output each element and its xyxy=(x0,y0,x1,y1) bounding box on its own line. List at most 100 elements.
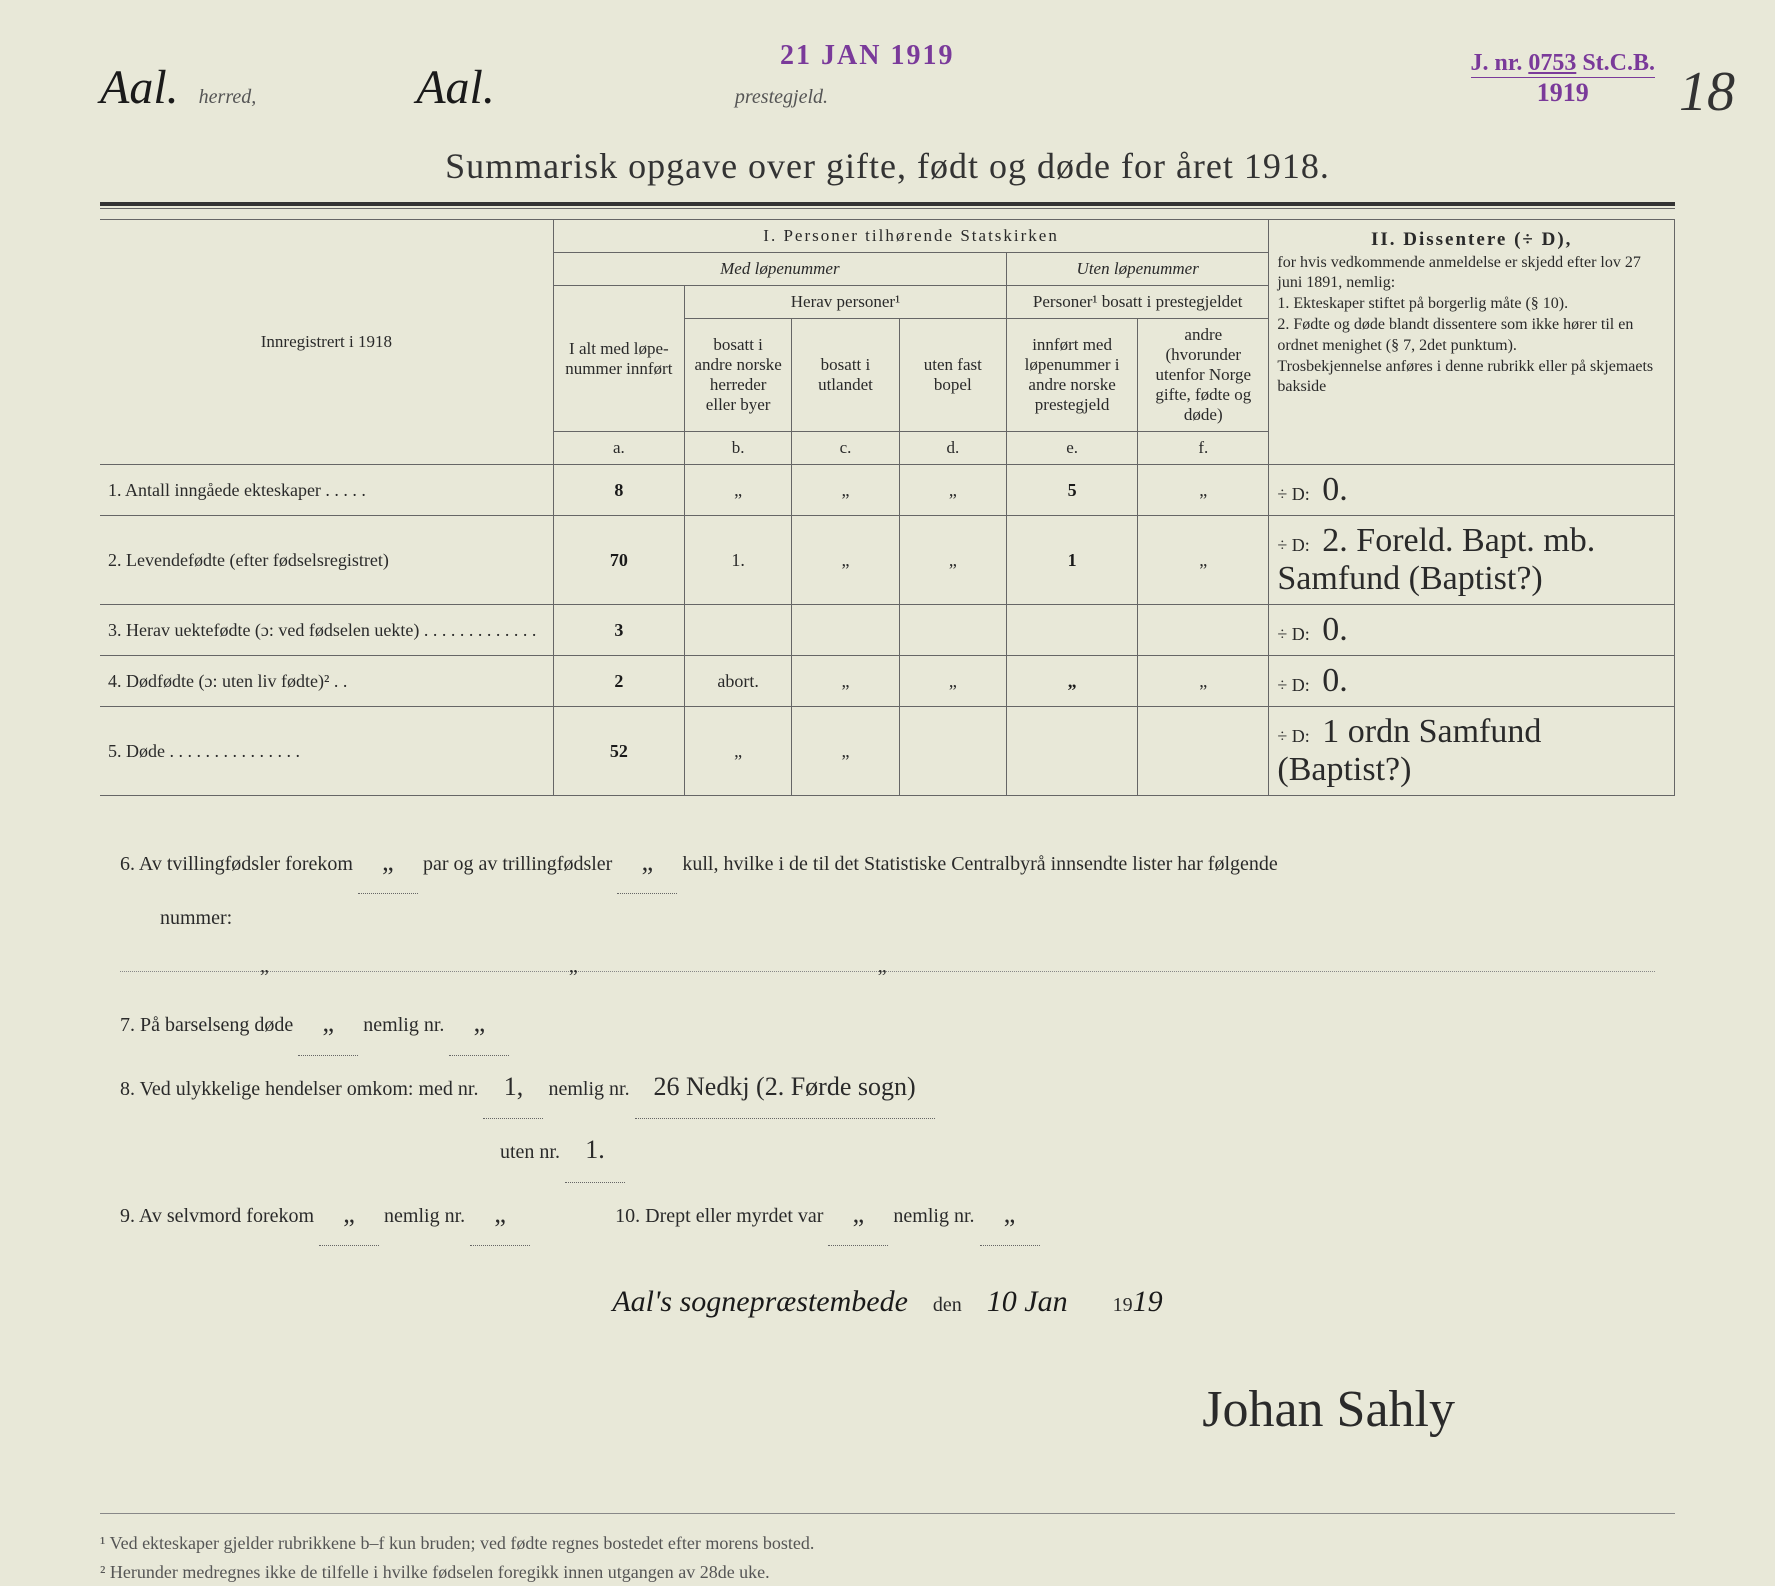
table-row: 4. Dødfødte (ɔ: uten liv fødte)² . .2abo… xyxy=(100,656,1675,707)
line8: 8. Ved ulykkelige hendelser omkom: med n… xyxy=(120,1056,1655,1119)
rule-thick xyxy=(100,202,1675,206)
cell-c: „ xyxy=(792,465,899,516)
cell-d: „ xyxy=(899,465,1006,516)
jnr-label: J. nr. xyxy=(1471,50,1523,76)
date-stamp: 21 JAN 1919 xyxy=(780,40,954,72)
cell-g: ÷ D: 0. xyxy=(1269,656,1675,707)
th-uten: Uten løpenummer xyxy=(1006,253,1268,286)
line6a: 6. Av tvillingfødsler forekom xyxy=(120,853,353,875)
row-label: 1. Antall inngåede ekteskaper . . . . . xyxy=(100,465,553,516)
page-number: 18 xyxy=(1679,60,1735,124)
line6d: nummer: xyxy=(120,894,1655,942)
sub-f: f. xyxy=(1138,432,1269,465)
line7a: 7. På barselseng døde xyxy=(120,1014,293,1036)
table-row: 5. Døde . . . . . . . . . . . . . . .52„… xyxy=(100,707,1675,796)
line8-med: 1, xyxy=(483,1056,543,1119)
cell-f xyxy=(1138,707,1269,796)
main-table: Innregistrert i 1918 I. Personer tilhøre… xyxy=(100,219,1675,796)
th-med: Med løpenummer xyxy=(553,253,1006,286)
line8c: uten nr. xyxy=(500,1141,560,1163)
cell-a: 2 xyxy=(553,656,684,707)
jnr-suffix: St.C.B. xyxy=(1582,50,1655,76)
th-a: I alt med løpe-nummer innført xyxy=(553,286,684,432)
cell-a: 70 xyxy=(553,516,684,605)
cell-c: „ xyxy=(792,516,899,605)
row-label: 3. Herav uektefødte (ɔ: ved fødselen uek… xyxy=(100,605,553,656)
line10-nr: „ xyxy=(980,1183,1040,1246)
signature: Johan Sahly xyxy=(120,1348,1455,1473)
line7b: nemlig nr. xyxy=(363,1014,444,1036)
table-row: 2. Levendefødte (efter fødselsregistret)… xyxy=(100,516,1675,605)
line6c: kull, hvilke i de til det Statistiske Ce… xyxy=(682,853,1277,875)
jnr-value: 0753 xyxy=(1528,50,1576,76)
rule-thin xyxy=(100,208,1675,209)
line6: 6. Av tvillingfødsler forekom „ par og a… xyxy=(120,831,1655,894)
cell-f: „ xyxy=(1138,516,1269,605)
line6-par: „ xyxy=(358,831,418,894)
line8a: 8. Ved ulykkelige hendelser omkom: med n… xyxy=(120,1078,478,1100)
date-year-suffix: 19 xyxy=(1133,1285,1163,1318)
cell-d: „ xyxy=(899,656,1006,707)
th-f: andre (hvorunder utenfor Norge gifte, fø… xyxy=(1138,319,1269,432)
line10a: 10. Drept eller myrdet var xyxy=(615,1205,823,1227)
below-section: 6. Av tvillingfødsler forekom „ par og a… xyxy=(100,831,1675,1473)
line8c-row: uten nr. 1. xyxy=(120,1119,1655,1182)
table-row: 3. Herav uektefødte (ɔ: ved fødselen uek… xyxy=(100,605,1675,656)
table-body: 1. Antall inngåede ekteskaper . . . . .8… xyxy=(100,465,1675,796)
line10b: nemlig nr. xyxy=(893,1205,974,1227)
cell-e xyxy=(1006,707,1137,796)
prestegjeld-value: Aal. xyxy=(416,60,495,115)
herred-label: herred, xyxy=(199,86,257,109)
th-section2: II. Dissentere (÷ D), for hvis vedkommen… xyxy=(1269,220,1675,465)
line9a: 9. Av selvmord forekom xyxy=(120,1205,314,1227)
cell-d xyxy=(899,605,1006,656)
cell-b: „ xyxy=(684,465,791,516)
cell-d xyxy=(899,707,1006,796)
th-c: bosatt i utlandet xyxy=(792,319,899,432)
cell-a: 3 xyxy=(553,605,684,656)
th-d: uten fast bopel xyxy=(899,319,1006,432)
th-e: innført med løpenummer i andre norske pr… xyxy=(1006,319,1137,432)
journal-stamp: J. nr. 0753 St.C.B. 1919 xyxy=(1471,50,1655,108)
line9-val: „ xyxy=(319,1183,379,1246)
page-title: Summarisk opgave over gifte, født og død… xyxy=(100,145,1675,187)
sub-e: e. xyxy=(1006,432,1137,465)
line8b: nemlig nr. xyxy=(548,1078,629,1100)
cell-f xyxy=(1138,605,1269,656)
line7: 7. På barselseng døde „ nemlig nr. „ xyxy=(120,992,1655,1055)
line9-10: 9. Av selvmord forekom „ nemlig nr. „ 10… xyxy=(120,1183,1655,1246)
cell-c: „ xyxy=(792,707,899,796)
cell-b xyxy=(684,605,791,656)
signature-line: Aal's sognepræstembede den 10 Jan 1919 xyxy=(120,1266,1655,1338)
cell-c xyxy=(792,605,899,656)
th-section1: I. Personer tilhørende Statskirken xyxy=(553,220,1269,253)
cell-a: 8 xyxy=(553,465,684,516)
sub-c: c. xyxy=(792,432,899,465)
cell-f: „ xyxy=(1138,656,1269,707)
th-personer: Personer¹ bosatt i prestegjeldet xyxy=(1006,286,1268,319)
header-row: Aal. herred, Aal. 21 JAN 1919 prestegjel… xyxy=(100,60,1675,115)
line6b: par og av trillingfødsler xyxy=(423,853,612,875)
th-herav: Herav personer¹ xyxy=(684,286,1006,319)
line7-val: „ xyxy=(298,992,358,1055)
th-b: bosatt i andre norske herreder eller bye… xyxy=(684,319,791,432)
line9-nr: „ xyxy=(470,1183,530,1246)
sub-d: d. xyxy=(899,432,1006,465)
cell-c: „ xyxy=(792,656,899,707)
th-left: Innregistrert i 1918 xyxy=(100,220,553,465)
line8-uten: 1. xyxy=(565,1119,625,1182)
cell-b: 1. xyxy=(684,516,791,605)
cell-g: ÷ D: 1 ordn Samfund (Baptist?) xyxy=(1269,707,1675,796)
footnotes: ¹ Ved ekteskaper gjelder rubrikkene b–f … xyxy=(100,1513,1675,1586)
table-row: 1. Antall inngåede ekteskaper . . . . .8… xyxy=(100,465,1675,516)
herred-value: Aal. xyxy=(100,60,179,115)
jnr-year: 1919 xyxy=(1471,77,1655,108)
footnote-2: ² Herunder medregnes ikke de tilfelle i … xyxy=(100,1558,1675,1586)
row-label: 4. Dødfødte (ɔ: uten liv fødte)² . . xyxy=(100,656,553,707)
line10-val: „ xyxy=(828,1183,888,1246)
cell-g: ÷ D: 0. xyxy=(1269,605,1675,656)
cell-e: 1 xyxy=(1006,516,1137,605)
cell-e: 5 xyxy=(1006,465,1137,516)
date-day: 10 Jan xyxy=(987,1285,1068,1318)
row-label: 5. Døde . . . . . . . . . . . . . . . xyxy=(100,707,553,796)
